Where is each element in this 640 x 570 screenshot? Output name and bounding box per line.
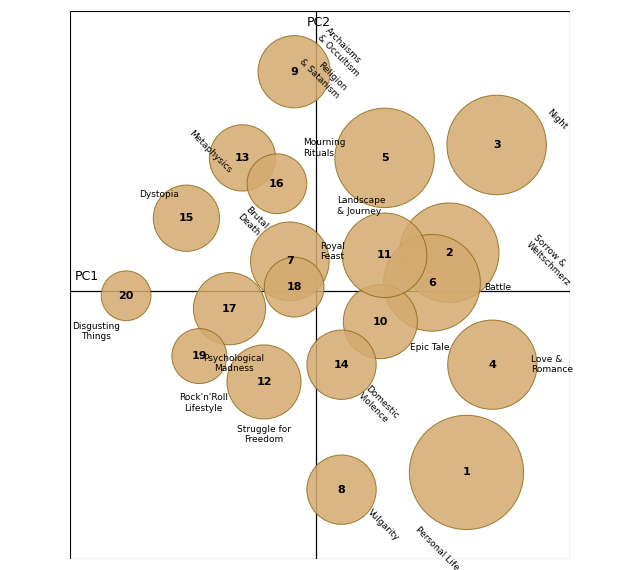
Text: Religion
& Satanism: Religion & Satanism	[298, 50, 348, 100]
Text: 11: 11	[377, 250, 392, 260]
Text: 16: 16	[269, 179, 285, 189]
Circle shape	[209, 125, 276, 191]
Text: 14: 14	[333, 360, 349, 370]
Circle shape	[101, 271, 151, 321]
Circle shape	[448, 320, 537, 409]
Text: Psychological
Madness: Psychological Madness	[204, 353, 264, 373]
Text: 3: 3	[493, 140, 500, 150]
Circle shape	[193, 272, 266, 345]
Text: 1: 1	[463, 467, 470, 478]
Circle shape	[250, 222, 329, 300]
Text: 20: 20	[118, 291, 134, 301]
Text: 8: 8	[338, 484, 346, 495]
Text: Night: Night	[545, 107, 569, 131]
Text: Archaisms
& Occultism: Archaisms & Occultism	[316, 26, 369, 79]
Circle shape	[247, 154, 307, 214]
Circle shape	[172, 329, 227, 384]
Text: Love &
Romance: Love & Romance	[531, 355, 573, 374]
Text: Landscape
& Journey: Landscape & Journey	[337, 196, 386, 215]
Circle shape	[335, 108, 435, 207]
Circle shape	[447, 95, 547, 195]
Text: Sorrow &
Weltschmerz: Sorrow & Weltschmerz	[524, 233, 579, 288]
Text: PC2: PC2	[307, 16, 332, 28]
Circle shape	[307, 330, 376, 400]
Circle shape	[343, 284, 417, 359]
Text: PC1: PC1	[74, 270, 99, 283]
Text: 15: 15	[179, 213, 194, 223]
Text: Brutal
Death: Brutal Death	[236, 205, 269, 238]
Text: Disgusting
Things: Disgusting Things	[72, 321, 120, 341]
Text: 5: 5	[381, 153, 388, 163]
Text: Battle: Battle	[484, 283, 511, 292]
Text: Epic Tale: Epic Tale	[410, 343, 450, 352]
Text: Vulgarity: Vulgarity	[366, 508, 401, 543]
Text: 10: 10	[372, 316, 388, 327]
Text: Mourning
Rituals: Mourning Rituals	[303, 139, 345, 158]
Circle shape	[399, 203, 499, 303]
Circle shape	[410, 416, 524, 530]
Text: Dystopia: Dystopia	[139, 190, 179, 200]
Text: 13: 13	[235, 153, 250, 163]
Text: 12: 12	[256, 377, 272, 387]
Text: Personal Life: Personal Life	[414, 526, 461, 570]
Circle shape	[258, 35, 330, 108]
Circle shape	[307, 455, 376, 524]
Circle shape	[154, 185, 220, 251]
Text: 4: 4	[488, 360, 496, 370]
Text: 9: 9	[290, 67, 298, 77]
Text: 19: 19	[191, 351, 207, 361]
Text: Struggle for
Freedom: Struggle for Freedom	[237, 425, 291, 445]
Text: 18: 18	[286, 282, 302, 292]
Circle shape	[342, 213, 427, 298]
Text: 6: 6	[428, 278, 436, 288]
Text: Royal
Feast: Royal Feast	[320, 242, 345, 261]
Text: Metaphysics: Metaphysics	[188, 129, 234, 175]
Circle shape	[264, 257, 324, 317]
Text: 17: 17	[222, 304, 237, 314]
Text: 2: 2	[445, 248, 453, 258]
Circle shape	[384, 234, 481, 331]
Circle shape	[227, 345, 301, 419]
Text: Domestic
Violence: Domestic Violence	[356, 384, 400, 428]
Text: Rock'n'Roll
Lifestyle: Rock'n'Roll Lifestyle	[179, 393, 228, 413]
Text: 7: 7	[286, 256, 294, 266]
